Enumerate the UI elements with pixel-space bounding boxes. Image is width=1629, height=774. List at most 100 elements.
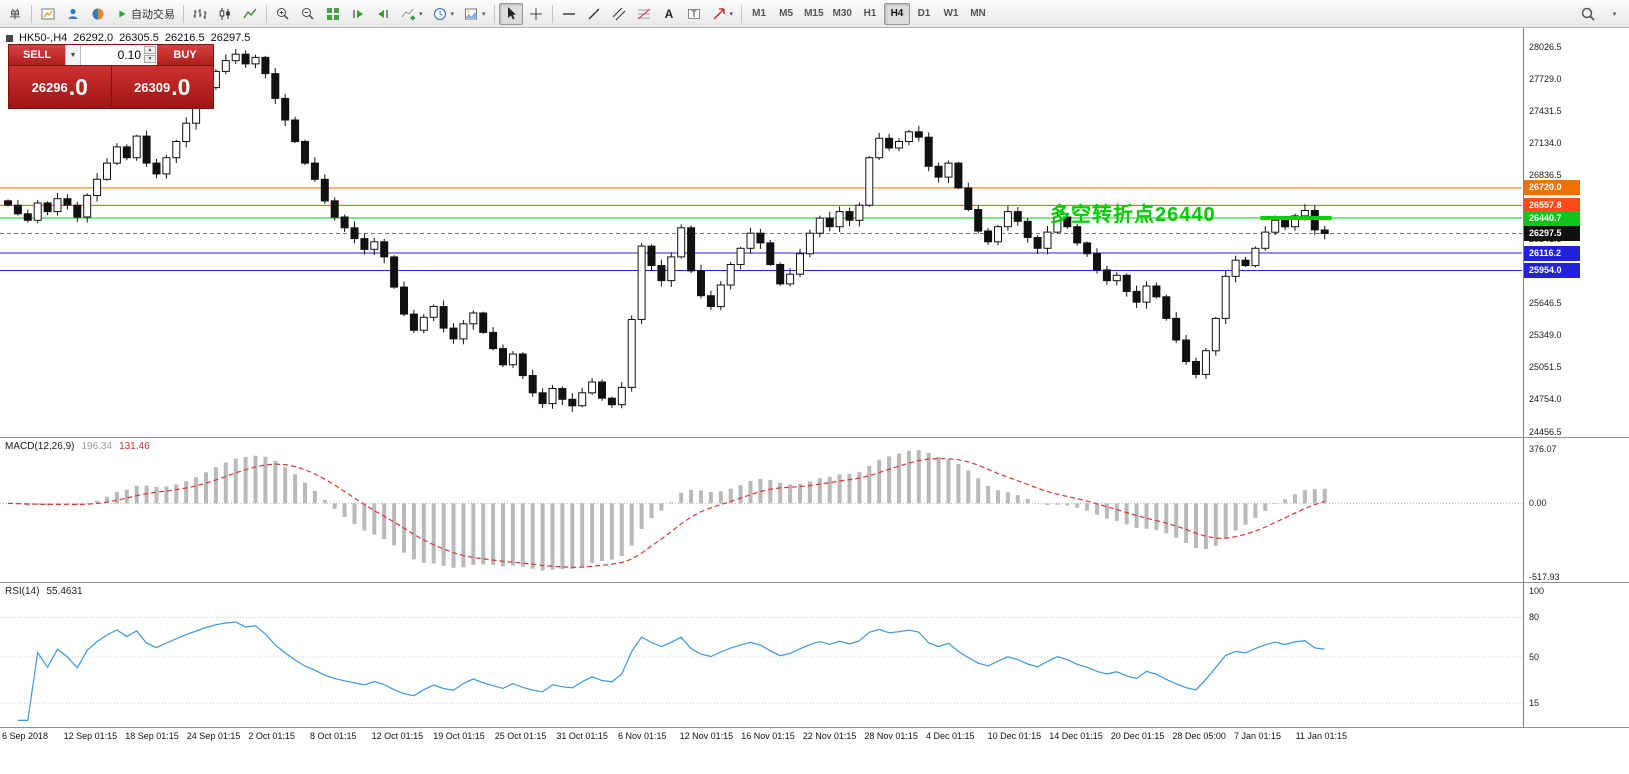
time-axis[interactable]: 6 Sep 2018 12 Sep 01:15 18 Sep 01:15 24 Sep…	[0, 728, 1523, 746]
price-badge-26720.0: 26720.0	[1524, 180, 1580, 196]
bar-chart-mode-button[interactable]	[188, 3, 212, 25]
text-tool-button[interactable]: A	[657, 3, 681, 25]
profiles-button[interactable]	[61, 3, 85, 25]
volume-up-button[interactable]: ▲	[144, 46, 156, 54]
sell-button[interactable]: SELL	[9, 45, 65, 65]
price-axis-label: 28026.5	[1529, 41, 1562, 52]
cursor-tool-button[interactable]	[498, 2, 523, 25]
label-tool-button[interactable]: T	[682, 3, 706, 25]
tile-windows-icon	[327, 7, 339, 20]
chart-annotation-text[interactable]: 多空转折点26440	[1050, 204, 1216, 226]
crosshair-tool-button[interactable]	[524, 3, 548, 25]
market-watch-button[interactable]	[86, 3, 110, 25]
rsi-axis[interactable]: 100 80 50 15	[1523, 583, 1629, 727]
timeframe-m15-button[interactable]: M15	[800, 3, 827, 25]
toolbar-right-group: ▾	[1576, 3, 1626, 25]
timeframe-w1-button[interactable]: W1	[938, 3, 964, 25]
tile-windows-button[interactable]	[321, 3, 345, 25]
chevron-down-icon: ▾	[729, 10, 734, 18]
timeframe-d1-button[interactable]: D1	[911, 3, 937, 25]
time-axis-label: 19 Oct 01:15	[433, 731, 485, 741]
time-axis-label: 20 Dec 01:15	[1110, 731, 1165, 741]
buy-button[interactable]: BUY	[157, 45, 213, 65]
template-icon	[465, 8, 478, 19]
auto-scroll-button[interactable]	[346, 3, 370, 25]
zoom-out-icon	[302, 7, 314, 20]
profile-icon	[68, 8, 78, 19]
svg-text:A: A	[664, 7, 673, 21]
fibonacci-tool-button[interactable]	[632, 3, 656, 25]
time-axis-label: 7 Jan 01:15	[1234, 731, 1282, 741]
chart-shift-icon	[378, 9, 388, 18]
macd-signal-value: 131.46	[119, 441, 150, 452]
timeframe-m5-button[interactable]: M5	[773, 3, 799, 25]
new-chart-icon	[41, 8, 55, 19]
price-chart[interactable]	[0, 28, 1522, 438]
timeframe-m30-button[interactable]: M30	[829, 3, 856, 25]
time-axis-label: 14 Dec 01:15	[1049, 731, 1103, 741]
toolbar-separator	[31, 4, 32, 23]
timeframe-m1-button[interactable]: M1	[746, 3, 772, 25]
rsi-label: RSI(14) 55.4631	[5, 586, 83, 597]
volume-input[interactable]	[81, 45, 157, 65]
rsi-axis-label: 100	[1529, 585, 1545, 596]
zoom-in-button[interactable]	[271, 3, 295, 25]
order-type-dropdown[interactable]: ▼	[65, 45, 81, 65]
time-axis-label: 8 Oct 01:15	[310, 731, 357, 741]
template-button[interactable]: ▾	[459, 3, 490, 25]
period-clock-button[interactable]: ▾	[428, 3, 459, 25]
timeframe-mn-button[interactable]: MN	[965, 3, 991, 25]
label-icon: T	[687, 8, 700, 19]
chart-marker-icon	[6, 34, 13, 42]
trendline-tool-button[interactable]	[582, 3, 606, 25]
volume-down-button[interactable]: ▼	[144, 55, 156, 63]
toolbar-separator	[493, 4, 495, 23]
zoom-out-button[interactable]	[296, 3, 320, 25]
market-icon	[92, 8, 104, 19]
sell-price-frac: .0	[68, 73, 88, 100]
hline-tool-button[interactable]	[557, 3, 581, 25]
rsi-axis-label: 15	[1529, 697, 1540, 708]
time-axis-label: 11 Jan 01:15	[1295, 731, 1347, 741]
time-axis-label: 6 Sep 2018	[2, 731, 49, 741]
chevron-down-icon: ▾	[419, 10, 423, 18]
price-badge-26557.8: 26557.8	[1524, 197, 1580, 213]
rsi-chart[interactable]	[0, 583, 1522, 728]
new-chart-button[interactable]	[36, 3, 60, 25]
new-order-button[interactable]: 单	[3, 3, 27, 25]
chart-shift-button[interactable]	[371, 3, 395, 25]
channel-tool-button[interactable]	[607, 3, 631, 25]
toolbar-overflow-button[interactable]: ▾	[1602, 3, 1626, 25]
fibonacci-icon	[637, 8, 650, 19]
time-axis-label: 12 Nov 01:15	[679, 731, 734, 741]
macd-axis[interactable]: 376.07 0.00 -517.93	[1523, 438, 1629, 582]
search-button[interactable]	[1576, 3, 1600, 25]
rsi-name: RSI(14)	[5, 586, 40, 597]
bottom-strip	[0, 746, 1629, 774]
autotrading-button[interactable]: 自动交易	[111, 3, 179, 25]
macd-chart[interactable]	[0, 438, 1522, 583]
zoom-in-icon	[277, 7, 289, 20]
price-badge-26440.7: 26440.7	[1524, 210, 1580, 226]
timeframe-h1-button[interactable]: H1	[857, 3, 883, 25]
ohlc-open: 26292.0	[73, 32, 114, 44]
toolbar-separator	[183, 4, 184, 23]
sell-price-display[interactable]: 26296 .0	[9, 66, 112, 108]
price-axis-label: 24456.5	[1529, 426, 1562, 437]
rsi-panel: RSI(14) 55.4631 100 80 50 15	[0, 583, 1629, 728]
line-chart-mode-button[interactable]	[238, 3, 262, 25]
candlesticks	[4, 49, 1329, 412]
macd-axis-label: 376.07	[1529, 444, 1557, 455]
buy-price-display[interactable]: 26309 .0	[111, 66, 213, 108]
price-axis[interactable]: 28026.527729.027431.527134.026836.526539…	[1523, 28, 1629, 437]
timeframe-h4-button[interactable]: H4	[883, 2, 910, 25]
price-axis-label: 27729.0	[1529, 73, 1562, 84]
time-axis-label: 24 Sep 01:15	[186, 731, 241, 741]
chevron-down-icon: ▾	[482, 10, 486, 18]
candlestick-mode-button[interactable]	[213, 3, 237, 25]
arrows-tool-button[interactable]: ▾	[707, 3, 738, 25]
add-indicator-button[interactable]: ▾	[396, 3, 427, 25]
auto-scroll-icon	[353, 9, 363, 18]
sell-price-int: 26296	[31, 79, 68, 95]
svg-text:T: T	[691, 9, 697, 19]
